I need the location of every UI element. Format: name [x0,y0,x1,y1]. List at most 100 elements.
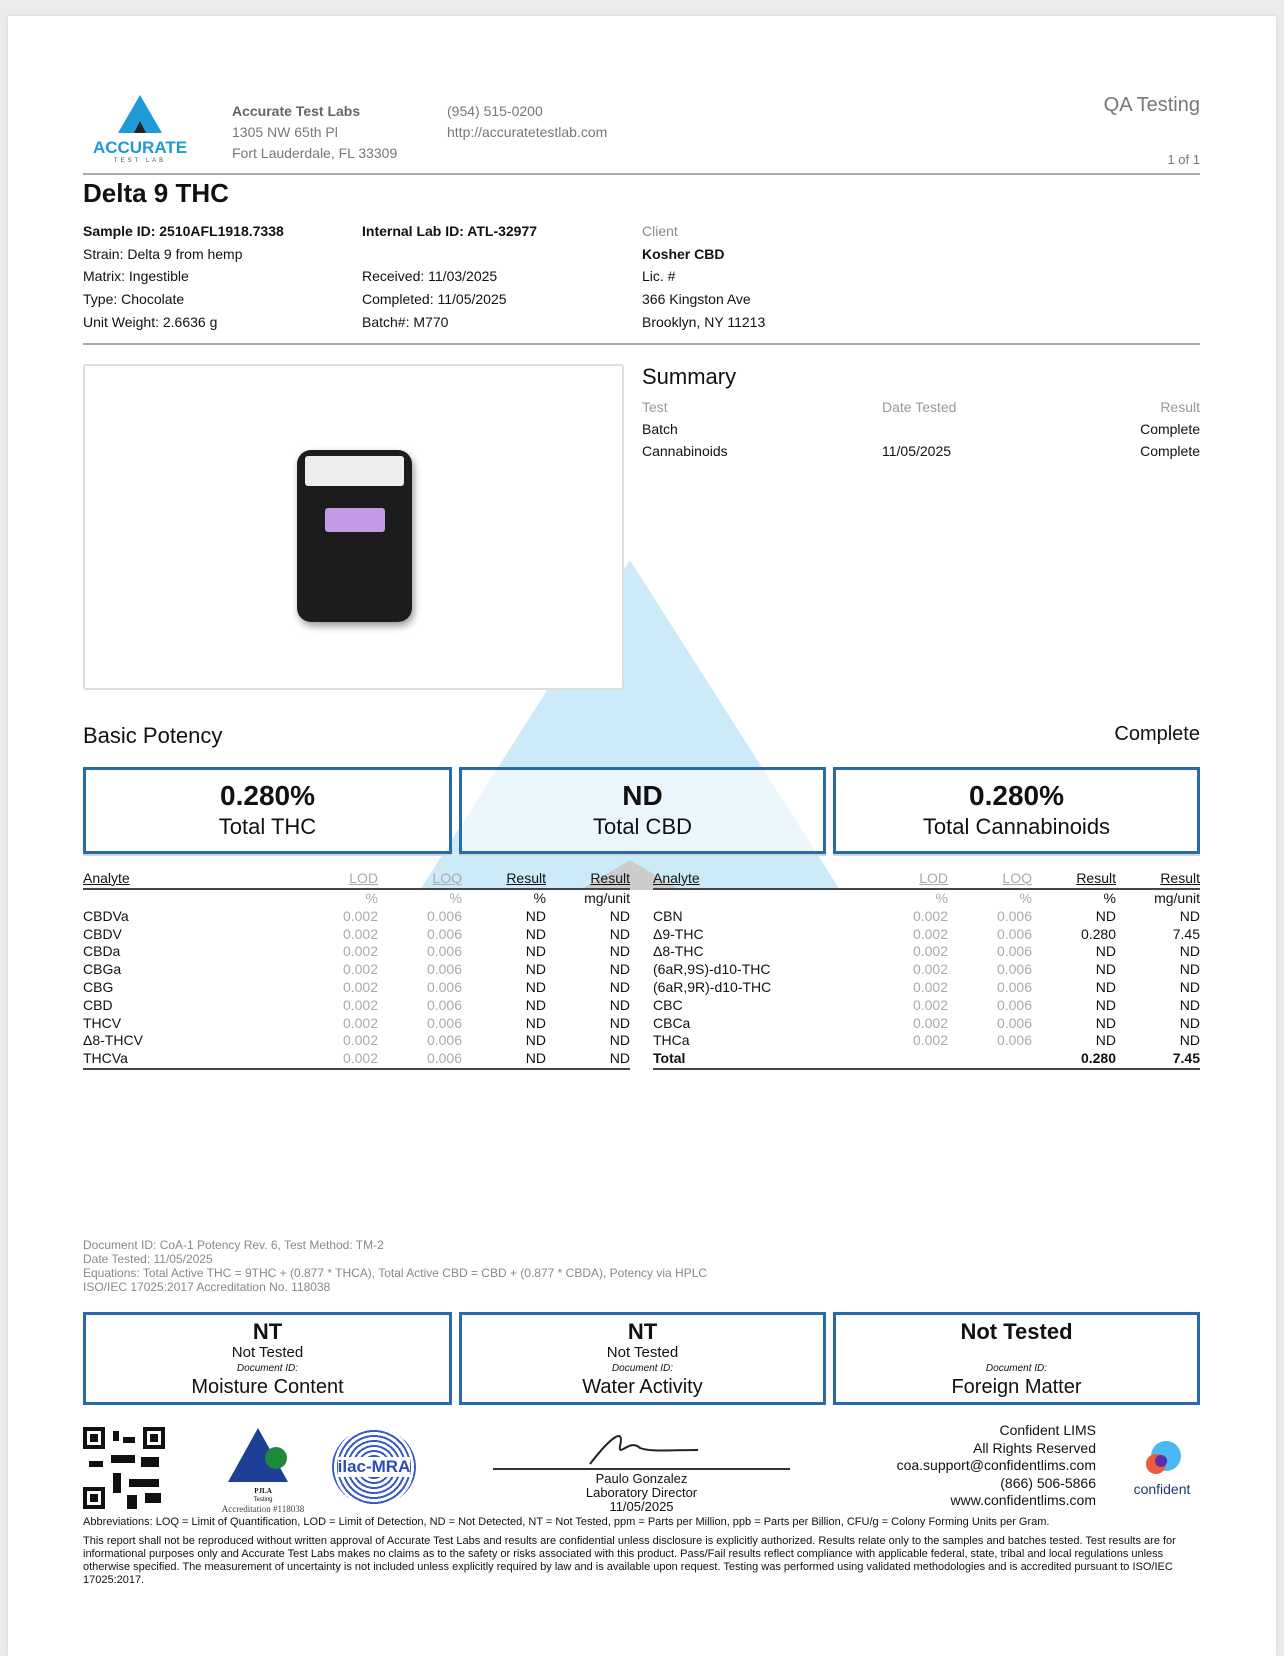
table-cell: (6aR,9R)-d10-THC [653,978,772,995]
table-cell: ND [525,907,546,924]
analyte-row: CBDV 0.002 0.006 ND ND [83,926,630,944]
summary-header: Test Date Tested Result [642,396,1200,418]
product-image [83,364,624,690]
water-activity-box: NT Not Tested Document ID: Water Activity [459,1312,826,1405]
table-cell: ND [1095,961,1116,978]
disclaimer: This report shall not be reproduced with… [83,1535,1176,1586]
table-cell: 0.006 [996,996,1032,1013]
sample-info: Sample ID: 2510AFL1918.7338 Strain: Delt… [83,220,284,334]
column-header: Result [546,869,630,890]
table-cell: Δ8-THCV [83,1032,143,1049]
confident-logo: confident [1122,1440,1202,1497]
internal-lab-id: Internal Lab ID: ATL-32977 [362,223,538,239]
table-cell: 0.002 [912,978,948,995]
lab-contact: (954) 515-0200 http://accuratetestlab.co… [447,101,607,143]
table-cell: ND [609,1032,630,1049]
total-cannabinoids-box: 0.280% Total Cannabinoids [833,767,1200,854]
table-cell: CBC [653,996,683,1013]
column-header: Result [1116,869,1200,890]
total-label: Total Cannabinoids [922,814,1111,839]
website-link[interactable]: http://accuratetestlab.com [447,124,608,140]
analyte-row: CBN 0.002 0.006 ND ND [653,908,1200,926]
test-label: Foreign Matter [951,1376,1082,1398]
table-cell: Δ8-THC [653,943,704,960]
summary-col: Result [1160,399,1200,415]
lab-logo: ACCURATE TEST LAB [88,95,192,165]
table-cell: 0.006 [426,1014,462,1031]
table-cell: 0.002 [912,1014,948,1031]
table-cell: ND [525,961,546,978]
summary-cell: Complete [1140,421,1200,437]
client-name: Kosher CBD [642,245,725,262]
table-cell: ND [525,943,546,960]
total-label: Total THC [218,814,317,839]
sample-id: Sample ID: 2510AFL1918.7338 [83,223,284,239]
column-header: LOQ [378,869,462,890]
lab-phone: (954) 515-0200 [447,103,543,119]
unit-cell [83,889,318,908]
lims-name: Confident LIMS [999,1422,1097,1438]
total-thc-box: 0.280% Total THC [83,767,452,854]
test-label: Moisture Content [191,1376,344,1398]
table-cell: THCVa [83,1050,318,1070]
signer-block: Paulo Gonzalez Laboratory Director 11/05/2… [493,1472,790,1514]
table-cell: 0.002 [912,925,948,942]
table-cell: ND [1179,996,1200,1013]
total-value: 0.280% [220,780,315,811]
analyte-row: THCVa 0.002 0.006 ND ND [83,1050,630,1070]
table-cell: ND [462,1050,546,1070]
support-email-link[interactable]: coa.support@confidentlims.com [896,1457,1096,1473]
table-cell: ND [1179,978,1200,995]
table-cell: 0.280 [1032,1050,1116,1070]
logo-subtext: TEST LAB [113,158,167,164]
summary-col: Date Tested [882,399,957,415]
note-line: Document ID: CoA-1 Potency Rev. 6, Test … [83,1238,384,1252]
note-line: Date Tested: 11/05/2025 [83,1252,213,1266]
unit-cell: % [1103,890,1116,906]
table-cell: ND [609,996,630,1013]
table-cell: 0.002 [318,1050,378,1070]
column-header: LOD [888,869,948,890]
table-cell: 0.006 [426,907,462,924]
analyte-row: Δ8-THC 0.002 0.006 ND ND [653,943,1200,961]
client-label: Client [642,223,678,239]
signer-name: Paulo Gonzalez [595,1471,688,1486]
logo-triangle-icon [118,95,162,133]
sample-type: Type: Chocolate [83,291,185,308]
analyte-row: Δ9-THC 0.002 0.006 0.280 7.45 [653,926,1200,944]
lab-info: Internal Lab ID: ATL-32977 Received: 11/… [362,220,537,334]
table-cell: ND [1179,1032,1200,1049]
client-address-line: Brooklyn, NY 11213 [642,313,766,330]
test-status: Not Tested [606,1344,679,1361]
note-line: ISO/IEC 17025:2017 Accreditation No. 118… [83,1280,331,1294]
analyte-row: CBG 0.002 0.006 ND ND [83,979,630,997]
table-cell: ND [609,978,630,995]
potency-status: Complete [1114,723,1200,745]
chocolate-package [297,450,412,622]
page-number: 1 of 1 [1167,152,1200,167]
table-cell: CBGa [83,961,122,978]
table-cell: ND [609,907,630,924]
analyte-row: Δ8-THCV 0.002 0.006 ND ND [83,1032,630,1050]
table-cell: Total [653,1050,888,1070]
unit-cell [653,889,888,908]
test-status [836,1344,1197,1362]
summary-cell: Cannabinoids [642,443,728,459]
unit-cell: % [935,890,948,906]
test-value: NT [627,1319,658,1344]
table-cell: 0.006 [426,943,462,960]
table-cell: 0.006 [426,996,462,1013]
column-header: Result [1032,869,1116,890]
summary-cell [882,418,1140,440]
table-cell: CBDVa [83,907,129,924]
table-cell: Δ9-THC [653,925,704,942]
confident-logo-text: confident [1133,1481,1191,1497]
lab-address-line: Fort Lauderdale, FL 33309 [232,145,398,161]
table-cell: 7.45 [1172,925,1200,942]
lims-website-link[interactable]: www.confidentlims.com [950,1492,1097,1508]
qr-code-icon[interactable] [83,1427,165,1509]
table-cell: ND [1095,907,1116,924]
table-cell: 0.002 [912,943,948,960]
pjla-triangle-icon [228,1428,288,1482]
strain: Strain: Delta 9 from hemp [83,245,243,262]
